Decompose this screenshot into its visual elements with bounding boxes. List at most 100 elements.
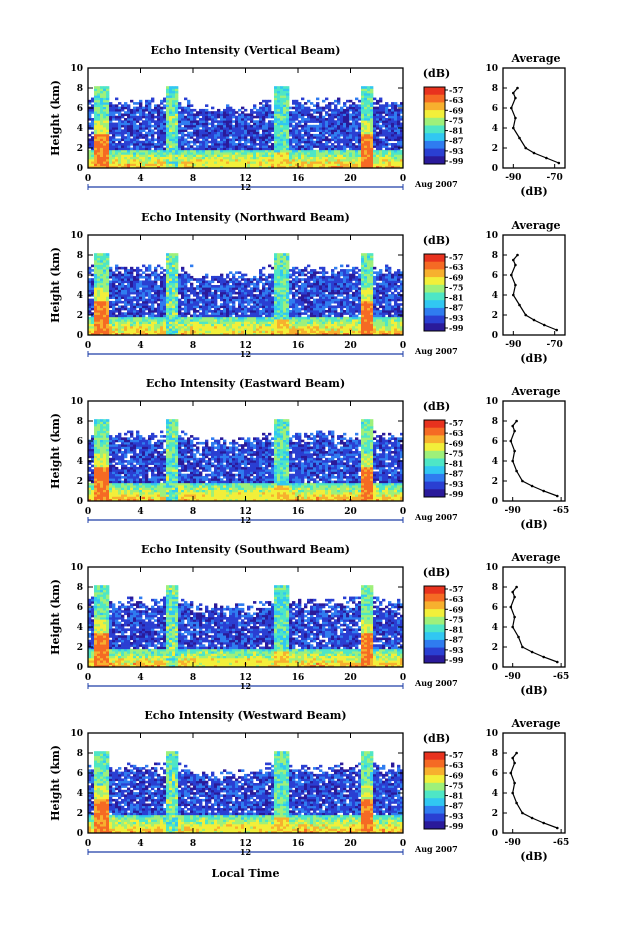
heatmap-cell [280,269,284,272]
heatmap-cell [235,127,239,130]
heatmap-cell [280,133,284,137]
heatmap-cell [109,305,113,309]
heatmap-cell [175,102,179,105]
heatmap-cell [250,138,254,142]
heatmap-cell [352,154,356,157]
heatmap-cell [94,271,98,274]
heatmap-cell [277,310,281,313]
heatmap-cell [187,287,191,290]
heatmap-cell [199,321,203,324]
heatmap-cell [367,113,371,117]
heatmap-cell [391,147,395,151]
heatmap-cell [283,319,287,322]
heatmap-cell [187,305,191,309]
heatmap-cell [100,93,104,96]
heatmap-cell [256,328,260,331]
heatmap-cell [280,330,284,334]
heatmap-cell [157,152,161,155]
heatmap-cell [355,124,359,128]
heatmap-cell [94,127,98,130]
heatmap-cell [247,118,251,121]
heatmap-cell [310,133,314,137]
heatmap-cell [232,111,236,114]
heatmap-cell [397,161,401,164]
heatmap-cell [163,278,167,281]
heatmap-cell [151,332,155,336]
heatmap-cell [211,325,215,329]
heatmap-cell [355,158,359,162]
heatmap-cell [163,136,167,139]
heatmap-cell [151,303,155,306]
heatmap-cell [130,316,134,320]
heatmap-cell [142,140,146,144]
average-point [545,156,548,160]
heatmap-cell [169,262,173,265]
heatmap-cell [148,120,152,123]
heatmap-cell [256,330,260,334]
heatmap-cell [166,154,170,157]
heatmap-cell [238,154,242,157]
heatmap-cell [286,86,290,89]
heatmap-cell [310,118,314,121]
heatmap-cell [136,149,140,153]
heatmap-cell [100,97,104,101]
heatmap-cell [220,280,224,284]
heatmap-cell [181,275,185,279]
heatmap-cell [130,158,134,162]
heatmap-cell [118,163,122,167]
heatmap-cell [337,99,341,103]
heatmap-cell [94,140,98,144]
heatmap-cell [298,140,302,144]
heatmap-cell [226,147,230,151]
heatmap-cell [106,291,110,295]
heatmap-cell [121,108,125,112]
heatmap-cell [289,314,293,318]
heatmap-cell [172,316,176,320]
heatmap-cell [205,307,209,311]
heatmap-cell [349,122,353,126]
heatmap-cell [175,165,179,169]
heatmap-cell [127,285,131,288]
heatmap-cell [136,163,140,167]
heatmap-cell [94,291,98,295]
heatmap-cell [280,316,284,320]
heatmap-cell [388,104,392,107]
heatmap-cell [400,156,404,160]
heatmap-cell [178,303,182,306]
heatmap-cell [340,131,344,135]
heatmap-cell [388,163,392,167]
heatmap-cell [130,319,134,322]
heatmap-cell [223,163,227,167]
heatmap-cell [226,149,230,153]
heatmap-cell [304,120,308,123]
heatmap-cell [166,314,170,318]
heatmap-cell [172,332,176,336]
heatmap-cell [367,163,371,167]
heatmap-cell [166,303,170,306]
heatmap-cell [157,323,161,327]
heatmap-cell [280,332,284,336]
heatmap-cell [346,111,350,114]
heatmap-cell [235,122,239,126]
heatmap-cell [115,147,119,151]
heatmap-cell [271,287,275,290]
heatmap-cell [196,131,200,135]
heatmap-cell [265,310,269,313]
heatmap-cell [307,111,311,114]
heatmap-cell [190,287,194,290]
heatmap-cell [316,106,320,110]
heatmap-cell [331,120,335,123]
heatmap-cell [286,260,290,263]
heatmap-cell [274,99,278,103]
heatmap-cell [268,307,272,311]
heatmap-cell [136,152,140,155]
heatmap-cell [400,165,404,169]
heatmap-cell [106,111,110,114]
heatmap-cell [307,163,311,167]
heatmap-cell [259,136,263,139]
heatmap-cell [286,97,290,101]
heatmap-cell [199,152,203,155]
heatmap-cell [310,124,314,128]
heatmap-cell [289,269,293,272]
heatmap-cell [157,131,161,135]
